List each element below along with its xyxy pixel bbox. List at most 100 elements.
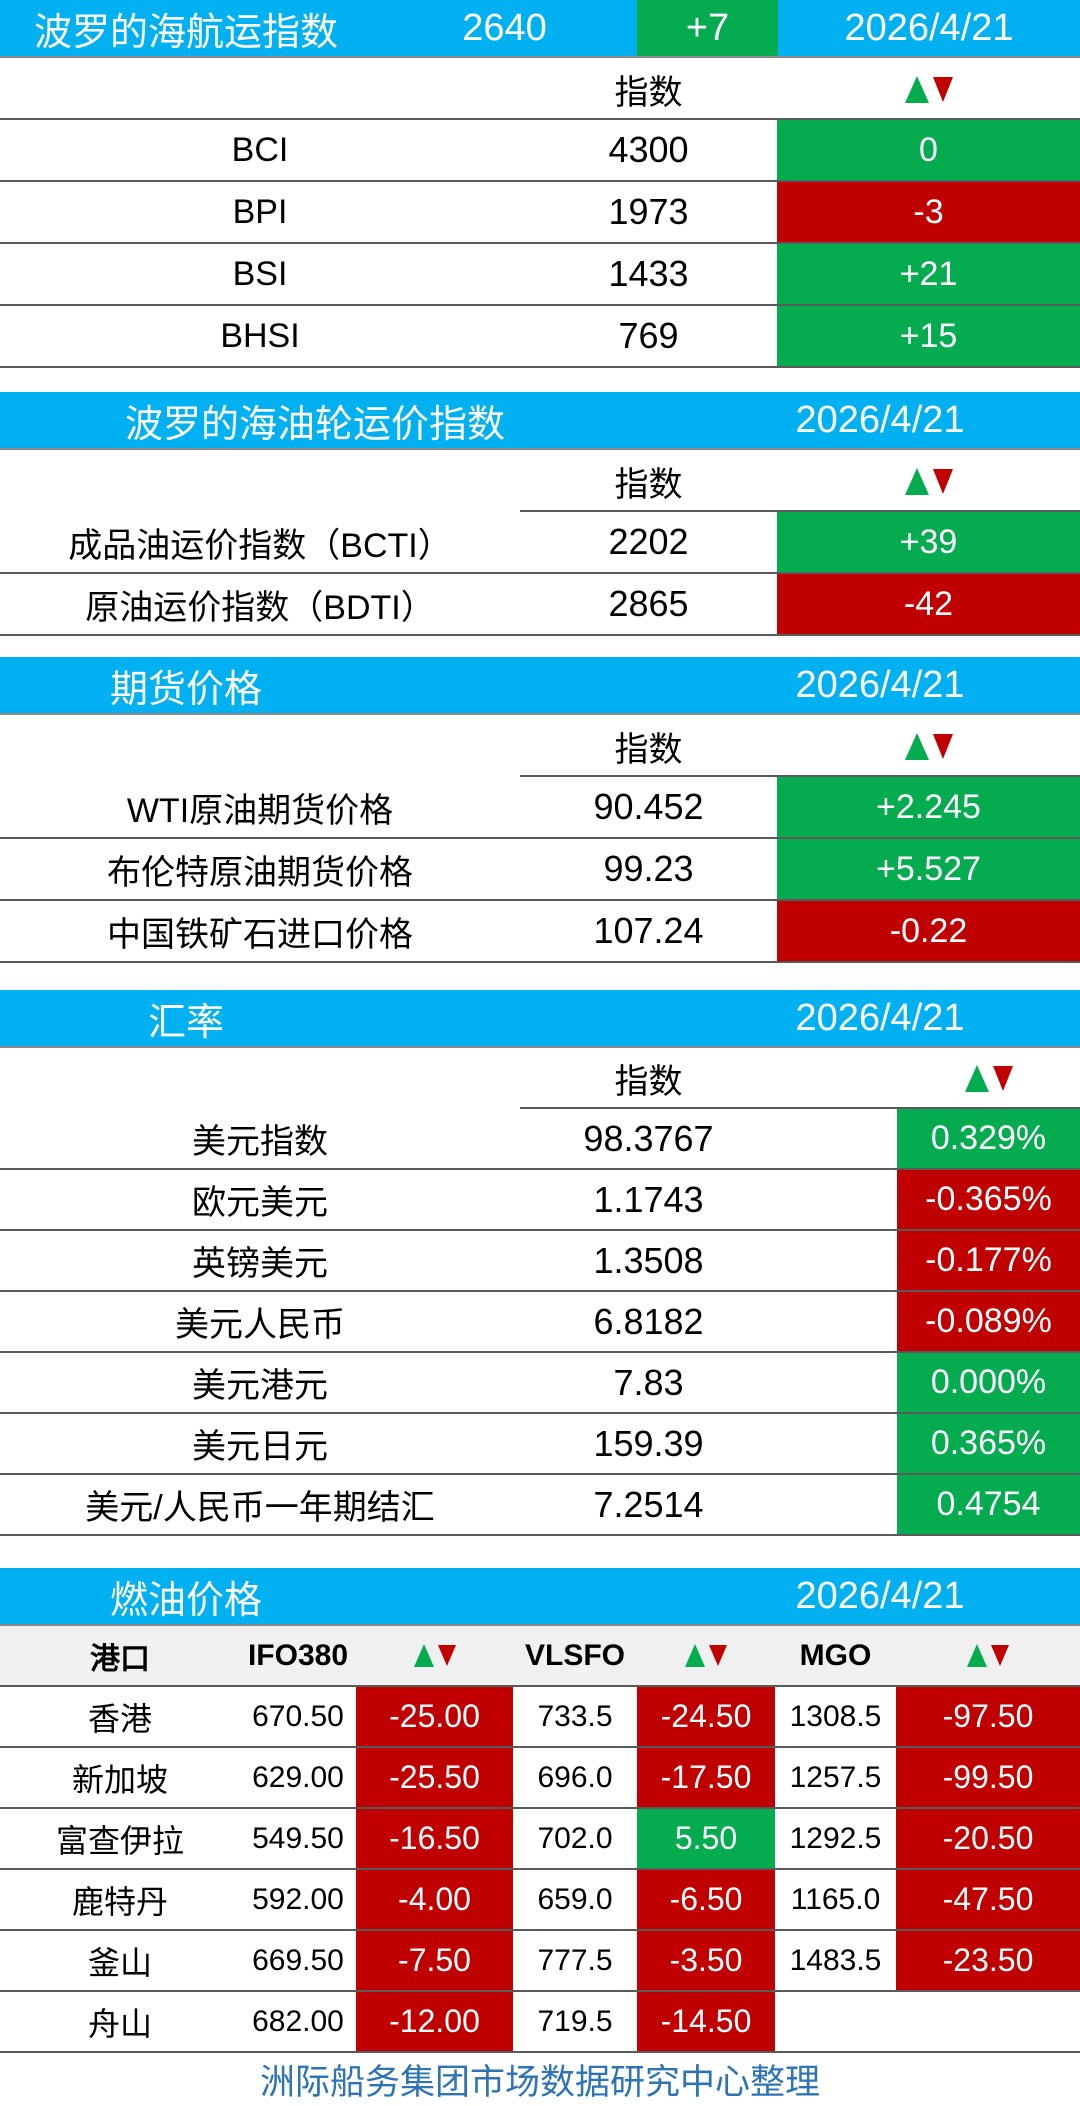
table-row: BHSI 769 +15 [0, 306, 1080, 368]
spacer [372, 990, 680, 1046]
section-title: 燃油价格 [109, 1579, 262, 1622]
date-label: 2026/4/21 [795, 663, 965, 706]
change-column-header [777, 450, 1080, 512]
ifo380-price: 682.00 [252, 2004, 344, 2038]
vlsfo-change-cell: -6.50 [637, 1870, 775, 1929]
row-label: BPI [232, 192, 288, 231]
up-triangle-icon [904, 75, 929, 103]
up-triangle-icon [904, 732, 929, 760]
section-baltic-dry: 波罗的海航运指数 2640 +7 2026/4/21 指数 BCI 4300 0… [0, 0, 1080, 368]
spacer [372, 657, 680, 713]
row-value: 7.2514 [593, 1483, 704, 1525]
vlsfo-price: 719.5 [537, 2004, 613, 2038]
row-value: 2202 [608, 521, 689, 562]
vlsfo-price: 659.0 [537, 1882, 613, 1916]
row-value: 107.24 [593, 910, 704, 951]
section-title: 波罗的海航运指数 [33, 11, 338, 54]
row-label: 美元指数 [192, 1123, 328, 1161]
section-title: 期货价格 [109, 668, 262, 711]
table-row: 成品油运价指数（BCTI） 2202 +39 [0, 512, 1080, 574]
mgo-price: 1308.5 [789, 1699, 882, 1733]
section-futures: 期货价格 2026/4/21 指数 WTI原油期货价格 90.452 +2.24… [0, 657, 1080, 963]
spacer [777, 1048, 897, 1109]
row-label: 原油运价指数（BDTI） [85, 588, 435, 627]
section-title: 汇率 [147, 1001, 224, 1044]
up-triangle-icon [904, 467, 929, 495]
ifo380-price: 669.50 [252, 1943, 344, 1977]
empty-header-cell [0, 450, 520, 512]
spacer [777, 1353, 897, 1412]
table-row: BPI 1973 -3 [0, 182, 1080, 244]
column-header-row: 指数 [0, 1048, 1080, 1109]
down-triangle-icon [992, 1066, 1013, 1091]
bdi-summary-value: 2640 [462, 6, 547, 49]
up-triangle-icon [685, 1644, 705, 1667]
mgo-change-cell: -23.50 [896, 1931, 1080, 1990]
row-value: 4300 [608, 129, 689, 170]
fuel-table-row: 鹿特丹 592.00 -4.00 659.0 -6.50 1165.0 -47.… [0, 1870, 1080, 1931]
date-label: 2026/4/21 [795, 398, 965, 441]
baltic-tanker-header: 波罗的海油轮运价指数 2026/4/21 [0, 392, 1080, 450]
spacer [372, 1568, 680, 1624]
fuel-header: 燃油价格 2026/4/21 [0, 1568, 1080, 1626]
port-name: 鹿特丹 [71, 1883, 168, 1920]
fuel-table-row: 舟山 682.00 -12.00 719.5 -14.50 [0, 1992, 1080, 2053]
index-column-header: 指数 [614, 730, 683, 769]
change-column-header [897, 1048, 1080, 1109]
change-cell: 0.329% [897, 1109, 1080, 1168]
change-cell: 0 [777, 120, 1080, 180]
spacer [630, 392, 680, 448]
table-row: BCI 4300 0 [0, 120, 1080, 182]
change-cell: -0.089% [897, 1292, 1080, 1351]
date-label: 2026/4/21 [795, 1574, 965, 1617]
mgo-change-cell [896, 1992, 1080, 2051]
mgo-price: 1483.5 [789, 1943, 882, 1977]
table-row: WTI原油期货价格 90.452 +2.245 [0, 777, 1080, 839]
mgo-price [775, 1992, 896, 2051]
mgo-price: 1257.5 [789, 1760, 882, 1794]
row-value: 90.452 [593, 786, 704, 827]
row-label: 美元日元 [192, 1428, 328, 1466]
row-label: 美元港元 [192, 1367, 328, 1405]
spacer [777, 1414, 897, 1473]
change-cell: 0.365% [897, 1414, 1080, 1473]
ifo380-price: 629.00 [252, 1760, 344, 1794]
change-cell: 0.000% [897, 1353, 1080, 1412]
vlsfo-change-cell: -17.50 [637, 1748, 775, 1807]
row-label: 美元/人民币一年期结汇 [85, 1489, 435, 1527]
fuel-table-row: 釜山 669.50 -7.50 777.5 -3.50 1483.5 -23.5… [0, 1931, 1080, 1992]
section-title: 波罗的海油轮运价指数 [124, 403, 505, 446]
change-cell: -42 [777, 574, 1080, 634]
port-name: 富查伊拉 [55, 1822, 184, 1859]
up-down-triangles-icon [904, 732, 953, 760]
row-label: 欧元美元 [192, 1184, 328, 1222]
vlsfo-change-cell: -3.50 [637, 1931, 775, 1990]
section-baltic-tanker: 波罗的海油轮运价指数 2026/4/21 指数 成品油运价指数（BCTI） 22… [0, 392, 1080, 636]
fuel-table-row: 新加坡 629.00 -25.50 696.0 -17.50 1257.5 -9… [0, 1748, 1080, 1809]
ifo380-change-cell: -4.00 [356, 1870, 513, 1929]
ifo380-change-cell: -7.50 [356, 1931, 513, 1990]
down-triangle-icon [932, 733, 953, 759]
mgo-change-cell: -97.50 [896, 1687, 1080, 1746]
table-row: 美元日元 159.39 0.365% [0, 1414, 1080, 1475]
row-label: WTI原油期货价格 [126, 791, 394, 830]
row-value: 1.3508 [593, 1239, 704, 1281]
ifo380-column-header: IFO380 [247, 1638, 349, 1672]
port-name: 新加坡 [71, 1761, 168, 1798]
port-name: 舟山 [87, 2005, 152, 2042]
row-value: 99.23 [603, 848, 694, 889]
row-label: 布伦特原油期货价格 [107, 853, 413, 892]
up-down-triangles-icon [904, 467, 953, 495]
column-header-row: 指数 [0, 58, 1080, 120]
mgo-change-cell: -20.50 [896, 1809, 1080, 1868]
section-fuel-prices: 燃油价格 2026/4/21 港口 IFO380 VLSFO MGO 香港 67… [0, 1568, 1080, 2053]
row-value: 769 [618, 315, 679, 356]
row-value: 6.8182 [593, 1300, 704, 1342]
row-value: 159.39 [593, 1422, 704, 1464]
down-triangle-icon [932, 76, 953, 102]
row-value: 1973 [608, 191, 689, 232]
row-label: BCI [231, 130, 289, 169]
baltic-dry-header: 波罗的海航运指数 2640 +7 2026/4/21 [0, 0, 1080, 58]
row-value: 98.3767 [583, 1117, 714, 1159]
up-triangle-icon [964, 1065, 989, 1092]
